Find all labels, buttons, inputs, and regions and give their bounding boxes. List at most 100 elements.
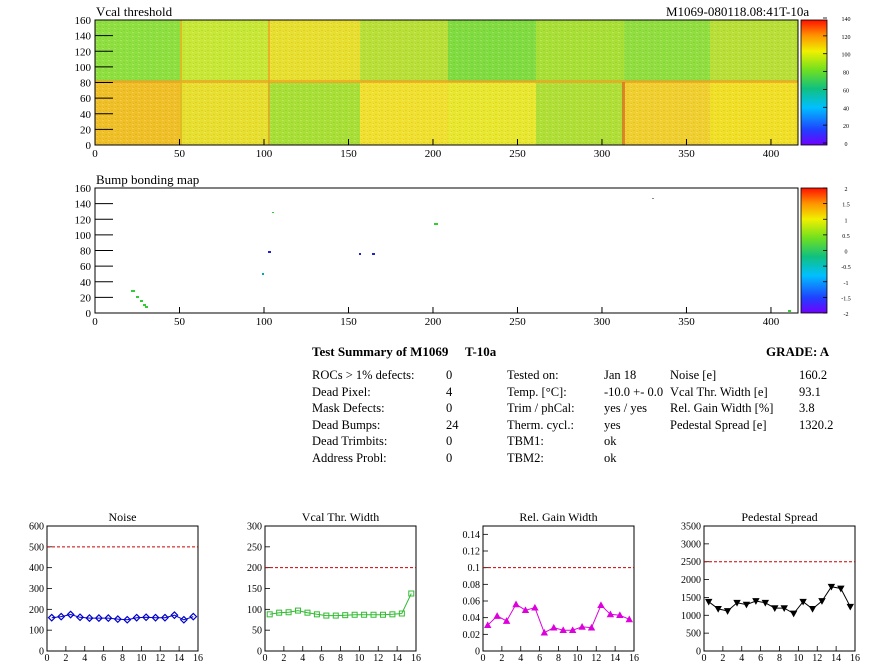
data-point	[170, 611, 179, 620]
data-point	[512, 600, 520, 608]
bump_map-colorbar-tick-label: 0.5	[842, 234, 850, 240]
y-tick-label: 300	[29, 584, 44, 595]
vcal_map-x-tick-label: 400	[763, 148, 780, 160]
bump_map-x-tick-label: 350	[678, 316, 695, 328]
noise-frame	[46, 525, 199, 652]
bump-bonding-map	[94, 187, 828, 314]
y-tick-label: 100	[247, 605, 262, 616]
y-tick-label: 100	[29, 626, 44, 637]
data-point	[276, 609, 283, 616]
vcal_map-x-tick-label: 0	[92, 148, 98, 160]
x-tick-label: 10	[572, 653, 582, 664]
vcal_map-x-tick-label: 150	[340, 148, 357, 160]
x-tick-label: 10	[793, 653, 803, 664]
data-point	[742, 601, 751, 609]
data-point	[313, 611, 320, 618]
y-tick-label: 0	[475, 647, 480, 658]
summary-label: TBM1:	[507, 434, 544, 448]
data-point	[189, 612, 198, 621]
y-tick-label: 3000	[681, 539, 701, 550]
summary-temp-label: T-10a	[465, 344, 497, 359]
data-point	[113, 615, 122, 624]
y-tick-label: 0.06	[463, 597, 481, 608]
x-tick-label: 12	[591, 653, 601, 664]
y-tick-label: 200	[29, 605, 44, 616]
summary-title: Test Summary of M1069	[312, 344, 449, 359]
pedestal-spread-chart-title: Pedestal Spread	[741, 510, 817, 524]
pedestal-spread-chart: Pedestal Spread 0 500 1000 1500 2000 2500 3000 3…	[681, 510, 860, 664]
bump_map-x-tick-label: 300	[594, 316, 611, 328]
module-id: M1069-080118.08:41T-10a	[666, 4, 810, 19]
y-tick-label: 200	[247, 563, 262, 574]
x-tick-label: 14	[392, 653, 402, 664]
vcal_map-x-tick-label: 50	[174, 148, 186, 160]
bump_map-y-tick-label: 100	[75, 230, 92, 242]
vcal-width-chart-title: Vcal Thr. Width	[302, 510, 379, 524]
vcal_map-colorbar-tick-label: 80	[843, 71, 849, 77]
data-point	[408, 590, 415, 597]
summary-label: Vcal Thr. Width [e]	[670, 384, 768, 399]
data-point	[332, 612, 339, 619]
x-tick-label: 0	[45, 653, 50, 664]
x-tick-label: 14	[831, 653, 841, 664]
summary-value: Jan 18	[604, 368, 637, 382]
vcal_map-y-tick-label: 20	[80, 124, 92, 136]
summary-value: yes	[604, 417, 621, 432]
noise-chart-title: Noise	[109, 510, 137, 524]
vcal_map-x-tick-label: 350	[678, 148, 695, 160]
data-point	[151, 613, 160, 622]
data-point	[323, 612, 330, 619]
y-tick-label: 0.12	[463, 547, 481, 558]
x-tick-label: 2	[499, 653, 504, 664]
y-tick-label: 0	[39, 647, 44, 658]
bump_map-y-tick-label: 40	[80, 277, 92, 289]
bump_map-x-tick-label: 50	[174, 316, 186, 328]
summary-value: 0	[446, 401, 453, 415]
bump_map-y-tick-label: 160	[75, 183, 92, 195]
vcal_map-colorbar-tick-label: 140	[842, 17, 851, 23]
x-tick-label: 4	[739, 653, 744, 664]
x-tick-label: 16	[850, 653, 860, 664]
data-point	[714, 605, 722, 613]
x-tick-label: 16	[411, 653, 421, 664]
vcal_map-colorbar-tick-label: 0	[845, 142, 848, 148]
y-tick-label: 50	[252, 626, 262, 637]
summary-label: Therm. cycl.:	[507, 417, 574, 432]
data-point	[752, 598, 760, 605]
data-point	[142, 613, 151, 622]
series-line	[51, 613, 194, 621]
data-point	[550, 623, 558, 631]
data-point	[342, 612, 349, 619]
data-point	[705, 598, 713, 606]
summary-value: -10.0 +- 0.0	[604, 384, 664, 399]
vcal_map-y-tick-label: 40	[80, 109, 92, 121]
bump_map-x-tick-label: 250	[509, 316, 526, 328]
data-point	[818, 598, 826, 605]
x-tick-label: 14	[610, 653, 620, 664]
x-tick-label: 2	[281, 653, 286, 664]
x-tick-label: 8	[338, 653, 343, 664]
gain-width-chart-title: Rel. Gain Width	[519, 510, 597, 524]
y-tick-label: 2000	[681, 575, 701, 586]
x-tick-label: 0	[702, 653, 707, 664]
data-point	[531, 603, 539, 611]
vcal_map-colorbar-tick-label: 120	[842, 35, 851, 41]
summary-label: Dead Trimbits:	[312, 434, 388, 448]
summary-value: ok	[604, 434, 617, 448]
vcal_map-x-tick-label: 300	[594, 148, 611, 160]
gain-width-chart: Rel. Gain Width 0 0.02 0.04 0.06 0.08 0.1 0.12 0…	[463, 510, 640, 664]
bump_map-colorbar-tick-label: -2	[844, 312, 849, 318]
data-point	[808, 605, 817, 613]
gain-width-frame	[482, 525, 635, 652]
x-tick-label: 4	[82, 653, 87, 664]
series-line	[269, 593, 412, 617]
data-point	[379, 611, 386, 618]
summary-label: Tested on:	[507, 368, 559, 382]
vcal_map-y-tick-label: 140	[75, 31, 92, 43]
bump_map-x-tick-label: 150	[340, 316, 357, 328]
grade-label: GRADE: A	[766, 344, 830, 359]
data-point	[285, 609, 292, 616]
data-point	[587, 623, 596, 631]
x-tick-label: 0	[263, 653, 268, 664]
